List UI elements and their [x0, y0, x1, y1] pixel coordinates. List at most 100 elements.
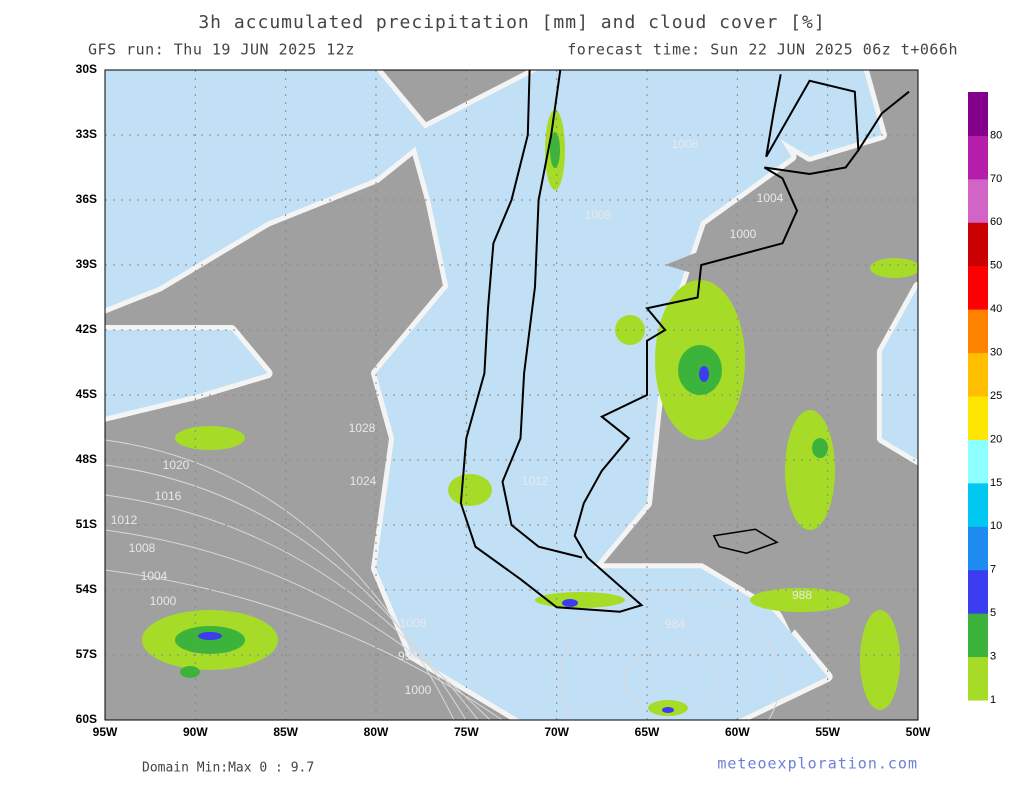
colorbar-segment [968, 613, 988, 658]
colorbar-segment [968, 92, 988, 136]
lat-label: 57S [76, 647, 97, 661]
lat-label: 60S [76, 712, 97, 726]
lat-label: 36S [76, 192, 97, 206]
precip-patch [750, 588, 850, 612]
lon-label: 55W [815, 725, 840, 739]
isobar-label: 1012 [111, 513, 138, 527]
isobar [105, 464, 467, 720]
forecast-info: forecast time: Sun 22 JUN 2025 06z t+066… [567, 41, 958, 59]
lat-label: 54S [76, 582, 97, 596]
colorbar-label: 50 [990, 260, 1002, 272]
isobar-label: 1008 [400, 616, 427, 630]
lon-label: 70W [544, 725, 569, 739]
isobar [105, 494, 479, 720]
colorbar-label: 20 [990, 433, 1002, 445]
colorbar-label: 60 [990, 216, 1002, 228]
run-info: GFS run: Thu 19 JUN 2025 12z [88, 41, 355, 59]
isobar-label: 1008 [585, 208, 612, 222]
isobar-label: 1012 [522, 474, 549, 488]
colorbar-segment [968, 309, 988, 354]
colorbar-segment [968, 526, 988, 571]
lat-label: 51S [76, 517, 97, 531]
isobar-label: 1020 [163, 458, 190, 472]
isobar [105, 569, 503, 720]
lon-label: 50W [906, 725, 931, 739]
precip-patch [180, 666, 200, 678]
clear-area [665, 221, 846, 634]
lat-label: 45S [76, 387, 97, 401]
isobar-label: 1008 [129, 541, 156, 555]
border [765, 74, 860, 158]
island [712, 528, 779, 554]
lat-label: 33S [76, 127, 97, 141]
colorbar-segment [968, 482, 988, 527]
isobar-label: 988 [792, 588, 812, 602]
precip-patch [699, 366, 709, 382]
lon-label: 85W [273, 725, 298, 739]
isobar-label: 1028 [349, 421, 376, 435]
colorbar-segment [968, 178, 988, 223]
precip-patch [615, 315, 645, 345]
precip-patch [550, 132, 560, 168]
precip-patch [860, 610, 900, 710]
colorbar-label: 5 [990, 607, 996, 619]
colorbar-label: 40 [990, 303, 1002, 315]
min-max: Domain Min:Max 0 : 9.7 [142, 761, 314, 776]
precip-patch [535, 592, 625, 608]
colorbar-label: 70 [990, 173, 1002, 185]
colorbar-label: 25 [990, 390, 1002, 402]
isobar-label: 1000 [150, 594, 177, 608]
colorbar-label: 1 [990, 694, 996, 706]
colorbar-label: 10 [990, 520, 1002, 532]
isobar-label: 984 [665, 617, 685, 631]
colorbar-segment [968, 569, 988, 614]
colorbar-segment [968, 222, 988, 267]
site-name: meteoexploration.com [717, 755, 918, 773]
isobar-label: 1024 [350, 474, 377, 488]
precip-patch [448, 474, 492, 506]
lon-label: 80W [364, 725, 389, 739]
lon-label: 60W [725, 725, 750, 739]
precip-patch [662, 707, 674, 713]
lon-label: 95W [93, 725, 118, 739]
isobar [105, 529, 491, 720]
precip-patch [198, 632, 222, 640]
colorbar-label: 30 [990, 346, 1002, 358]
colorbar-segment [968, 135, 988, 180]
colorbar-label: 15 [990, 477, 1002, 489]
map-layers: 1008 1004 1000 1008 1028 1020 1016 1012 1008 1004… [105, 70, 918, 720]
isobar-label: 1016 [155, 489, 182, 503]
lon-label: 75W [454, 725, 479, 739]
lon-label: 65W [635, 725, 660, 739]
colorbar-label: 3 [990, 650, 996, 662]
border [501, 70, 583, 559]
colorbar-label: 80 [990, 129, 1002, 141]
lat-label: 39S [76, 257, 97, 271]
isobar-label: 1004 [141, 569, 168, 583]
precip-patch [562, 599, 578, 607]
colorbar-label: 7 [990, 564, 996, 576]
lon-label: 90W [183, 725, 208, 739]
isobar-label: 1000 [730, 227, 757, 241]
title: 3h accumulated precipitation [mm] and cl… [198, 12, 825, 33]
map-frame [104, 69, 919, 721]
colorbar-segment [968, 439, 988, 484]
precip-patch [175, 426, 245, 450]
precip-patch [870, 258, 918, 278]
lat-label: 30S [76, 62, 97, 76]
isobar [559, 589, 781, 720]
isobar-label: 1000 [405, 683, 432, 697]
coastline [459, 70, 910, 613]
cloud-area [881, 286, 918, 460]
colorbar-segment [968, 656, 988, 701]
colorbar-segment [968, 265, 988, 310]
precip-patch [812, 438, 828, 458]
lat-label: 48S [76, 452, 97, 466]
isobar-label: 1004 [757, 191, 784, 205]
cloud-area [105, 70, 431, 309]
isobar-label: 1008 [672, 137, 699, 151]
isobar-label: 994 [398, 649, 418, 663]
cloud-area [737, 70, 882, 157]
colorbar-segment [968, 352, 988, 397]
